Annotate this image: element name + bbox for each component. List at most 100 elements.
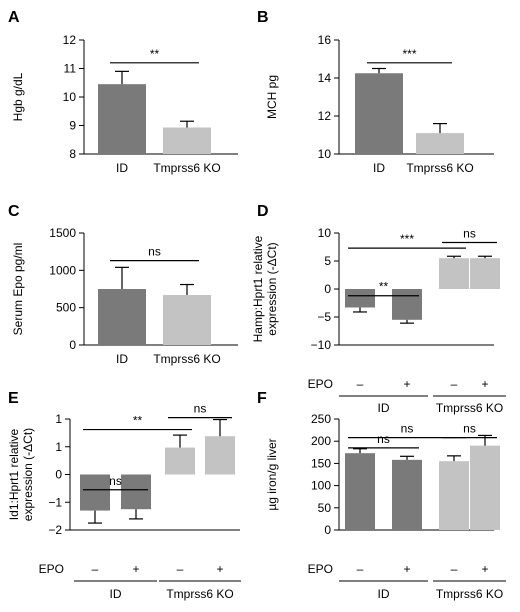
category-label: Tmprss6 KO: [153, 352, 220, 366]
group-label: ID: [378, 587, 390, 601]
y-tick-label: 14: [318, 71, 332, 85]
bar: [392, 459, 422, 530]
y-tick-label: 150: [311, 456, 331, 470]
panel-letter: F: [257, 390, 267, 407]
y-tick-label: 0: [324, 523, 331, 537]
group-label: Tmprss6 KO: [436, 587, 503, 601]
y-tick-label: 100: [311, 479, 331, 493]
epo-status-label: +: [403, 377, 410, 391]
bar: [355, 73, 403, 154]
panel-e: E −2 −1 0 1 1 Id1:Hprt1 relativeexpression (-Δ…: [7, 390, 241, 601]
y-axis-label: Hamp:Hprt1 relativeexpression (-ΔCt): [251, 235, 279, 342]
y-tick-label: 10: [318, 147, 332, 161]
significance-label: ns: [194, 402, 207, 416]
group-label: ID: [110, 587, 122, 601]
panel-f: F 0 50 100 150 200 250 µg iron/g liver EPO – + – + ID…: [257, 390, 506, 601]
category-label: ID: [116, 352, 128, 366]
significance-label: ns: [463, 227, 476, 241]
panel-letter: E: [8, 390, 19, 407]
epo-label: EPO: [39, 562, 64, 576]
y-tick-label: 200: [311, 434, 331, 448]
y-axis-label: Hgb g/dL: [11, 72, 25, 121]
y-axis-label: MCH pg: [265, 75, 279, 119]
panel-d: D −10 −5 0 5 10 Hamp:Hprt1 relativeexpression …: [251, 203, 506, 415]
epo-status-label: –: [357, 562, 364, 576]
y-tick-label: 9: [69, 119, 76, 133]
bar: [205, 436, 235, 475]
y-tick-label: 0: [324, 282, 331, 296]
y-tick-label: 16: [318, 33, 332, 47]
y-tick-label: 0: [55, 468, 62, 482]
bar: [470, 445, 500, 530]
epo-status-label: +: [481, 562, 488, 576]
y-tick-label: −10: [311, 338, 332, 352]
category-label: ID: [373, 161, 385, 175]
epo-status-label: –: [451, 562, 458, 576]
epo-status-label: +: [132, 562, 139, 576]
category-label: ID: [116, 161, 128, 175]
epo-status-label: –: [177, 562, 184, 576]
epo-status-label: +: [481, 377, 488, 391]
bar: [163, 294, 211, 345]
panel-a: A 8 9 10 11 12 Hgb g/dL ID Tmprss6 KO **: [8, 9, 238, 175]
panel-b: B 10 12 14 16 MCH pg ID Tmprss6 KO ***: [257, 9, 494, 175]
significance-label: ns: [463, 422, 476, 436]
significance-label: **: [150, 47, 160, 61]
bar: [80, 474, 110, 511]
bar: [345, 453, 375, 530]
y-tick-label: 12: [318, 109, 332, 123]
panel-letter: C: [8, 203, 20, 220]
y-tick-label: 1500: [49, 226, 76, 240]
significance-label: **: [133, 414, 143, 428]
panel-letter: A: [8, 9, 20, 26]
y-tick-label: 1: [55, 440, 62, 454]
bar: [98, 84, 146, 154]
bar: [392, 289, 422, 320]
significance-label: ns: [401, 422, 414, 436]
epo-label: EPO: [308, 562, 333, 576]
bar: [439, 461, 469, 530]
y-tick-label: 250: [311, 412, 331, 426]
y-tick-label: 50: [318, 501, 332, 515]
y-axis-label: Id1:Hprt1 relativeexpression (-ΔCt): [7, 428, 35, 521]
y-axis-label: µg iron/g liver: [265, 438, 279, 510]
epo-status-label: –: [451, 377, 458, 391]
significance-label: ns: [109, 474, 122, 488]
group-label: Tmprss6 KO: [166, 587, 233, 601]
y-tick-label: 1: [55, 412, 62, 426]
bar: [416, 133, 464, 154]
significance-label: ns: [148, 245, 161, 259]
epo-status-label: –: [357, 377, 364, 391]
significance-label: ns: [377, 432, 390, 446]
significance-label: ***: [400, 232, 414, 246]
epo-status-label: +: [403, 562, 410, 576]
y-tick-label: 1000: [49, 263, 76, 277]
bar: [439, 258, 469, 289]
bar: [470, 258, 500, 289]
y-tick-label: 10: [63, 90, 77, 104]
epo-status-label: +: [216, 562, 223, 576]
panel-letter: B: [257, 9, 269, 26]
panel-letter: D: [257, 203, 269, 220]
y-tick-label: −2: [48, 523, 62, 537]
significance-label: ***: [402, 47, 416, 61]
epo-status-label: –: [92, 562, 99, 576]
epo-label: EPO: [308, 377, 333, 391]
group-label: ID: [378, 401, 390, 415]
y-axis-label: Serum Epo pg/ml: [11, 243, 25, 336]
y-tick-label: −1: [48, 495, 62, 509]
category-label: Tmprss6 KO: [153, 161, 220, 175]
category-label: Tmprss6 KO: [406, 161, 473, 175]
group-label: Tmprss6 KO: [436, 401, 503, 415]
bar: [165, 447, 195, 475]
bar: [345, 289, 375, 308]
bar: [98, 289, 146, 345]
y-tick-label: 500: [56, 301, 76, 315]
y-tick-label: 0: [69, 338, 76, 352]
y-tick-label: −5: [317, 310, 331, 324]
panel-c: C 0 500 1000 1500 Serum Epo pg/ml ID Tmprss6 KO…: [8, 203, 238, 366]
bar: [121, 474, 151, 510]
y-tick-label: 8: [69, 147, 76, 161]
y-tick-label: 10: [318, 226, 332, 240]
